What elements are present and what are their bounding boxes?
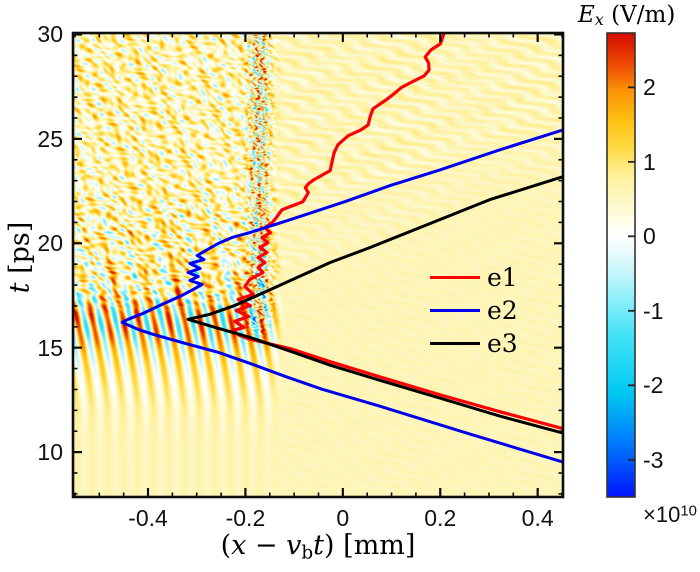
legend-label-e1: e1 [487,263,518,292]
x-tick-label: -0.2 [225,505,266,531]
colorbar-tick-label: -2 [643,372,664,399]
trajectory-e3 [186,175,563,435]
y-axis-label: t [ps] [5,208,36,308]
x-label-t: t [313,530,325,561]
x-label-minus: − [246,530,287,561]
y-tick-label: 15 [37,334,63,361]
colorbar-title-E: E [578,2,595,28]
x-tick-label: 0.2 [424,505,457,531]
y-tick-label: 30 [37,21,63,48]
y-axis-var: t [4,282,36,294]
x-label-paren: ( [220,530,232,561]
colorbar-exp-sup: 10 [680,502,697,520]
legend-line-e2 [430,309,480,312]
x-label-x: x [231,530,247,561]
legend-line-e1 [430,276,480,279]
legend-label-e2: e2 [487,296,518,325]
colorbar-tick-label: -3 [643,446,664,473]
colorbar-tick-label: 0 [643,223,656,250]
legend: e1 e2 e3 [430,261,518,360]
x-tick-label: 0.4 [521,505,554,531]
trajectory-e1 [231,33,563,431]
colorbar-exp-base: ×10 [643,502,681,527]
x-label-v: v [286,530,302,561]
x-tick-label: -0.4 [128,505,168,531]
heatmap-canvas [73,33,563,497]
y-tick-label: 20 [37,230,63,257]
colorbar-title-unit: (V/m) [603,2,676,28]
legend-item-e3: e3 [430,327,518,360]
colorbar-exponent: ×1010 [643,502,697,528]
y-tick-label: 10 [37,439,63,466]
y-axis-unit: [ps] [4,221,36,283]
x-axis-label: (x − vbt) [mm] [221,530,416,564]
colorbar-tick-label: 1 [643,148,656,175]
colorbar-title-sub: x [594,10,604,30]
x-label-sub-b: b [301,542,314,564]
legend-item-e1: e1 [430,261,518,294]
colorbar-frame [606,32,636,498]
y-tick-label: 25 [37,125,63,152]
legend-label-e3: e3 [487,329,518,358]
colorbar-gradient [607,33,635,497]
legend-item-e2: e2 [430,294,518,327]
colorbar-title: Ex (V/m) [578,2,675,29]
legend-line-e3 [430,342,480,345]
colorbar-tick-label: -1 [643,297,664,324]
colorbar-tick-label: 2 [643,74,656,101]
trajectory-e2 [120,128,563,464]
x-tick-label: 0 [336,505,350,531]
x-label-unit: ) [mm] [324,530,416,561]
